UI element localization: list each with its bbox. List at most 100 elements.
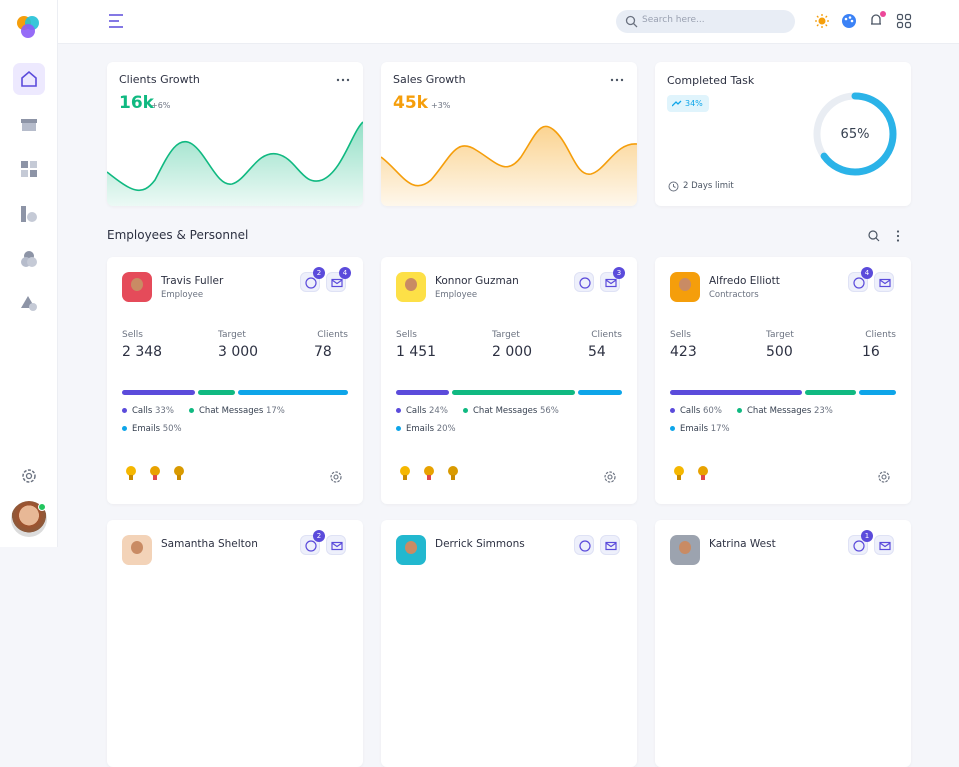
employee-avatar <box>670 535 700 565</box>
mail-button[interactable]: 3 <box>600 267 625 292</box>
nav-home[interactable] <box>13 63 45 95</box>
chat-badge: 2 <box>313 530 325 542</box>
employee-avatar <box>122 535 152 565</box>
clients-value: 16 <box>862 344 880 360</box>
chat-button[interactable] <box>574 535 594 555</box>
breakdown-legend: Calls 24% <box>396 406 448 416</box>
mail-badge: 4 <box>339 267 351 279</box>
target-label: Target <box>766 330 794 340</box>
nav-shapes[interactable] <box>20 294 38 312</box>
employee-role: Employee <box>161 290 204 300</box>
chat-button[interactable] <box>574 272 594 292</box>
mail-button[interactable] <box>600 535 620 555</box>
employee-name: Alfredo Elliott <box>709 275 780 287</box>
task-donut: 65% <box>813 92 897 176</box>
breakdown-bar <box>805 390 856 395</box>
page: Search here... Clients Growth 16k +6% Sa… <box>11 0 959 565</box>
card-settings[interactable] <box>877 470 891 484</box>
breakdown-value: 56% <box>539 406 559 416</box>
breakdown-value: 24% <box>429 406 448 416</box>
award-icon <box>674 466 684 480</box>
breakdown-value: 50% <box>162 424 182 434</box>
employee-avatar <box>670 272 700 302</box>
card-settings[interactable] <box>603 470 617 484</box>
card-settings[interactable] <box>329 470 343 484</box>
stat-menu[interactable] <box>610 78 624 82</box>
section-actions[interactable] <box>867 229 907 243</box>
section-title: Employees & Personnel <box>107 228 249 242</box>
breakdown-legend: Emails 50% <box>122 424 182 434</box>
topbar: Search here... <box>58 0 959 44</box>
task-limit: 2 Days limit <box>683 181 734 191</box>
chat-button[interactable]: 2 <box>300 530 325 555</box>
breakdown-value: 33% <box>155 406 174 416</box>
palette[interactable] <box>841 13 857 29</box>
mail-badge: 3 <box>613 267 625 279</box>
menu-toggle[interactable] <box>108 13 126 29</box>
nav-tools[interactable] <box>20 205 38 223</box>
nav-settings[interactable] <box>20 467 38 485</box>
stat-card: Sales Growth 45k +3% <box>381 62 637 206</box>
employee-avatar <box>396 272 426 302</box>
employee-avatar <box>122 272 152 302</box>
stat-title: Clients Growth <box>119 73 200 86</box>
breakdown-bar <box>122 390 195 395</box>
employee-name: Samantha Shelton <box>161 538 258 550</box>
stat-card: Clients Growth 16k +6% <box>107 62 363 206</box>
clients-value: 54 <box>588 344 606 360</box>
mail-button[interactable] <box>326 535 346 555</box>
nav-gift[interactable] <box>20 115 38 133</box>
mail-button[interactable] <box>874 272 894 292</box>
sells-value: 2 348 <box>122 344 163 360</box>
stat-value: 16k <box>119 93 154 113</box>
target-value: 2 000 <box>492 344 533 360</box>
breakdown-name: Calls <box>132 406 153 416</box>
chat-badge: 1 <box>861 530 873 542</box>
breakdown-value: 23% <box>813 406 833 416</box>
notifications[interactable] <box>868 11 886 29</box>
logo <box>17 16 39 38</box>
breakdown-name: Chat Messages <box>747 406 812 416</box>
target-label: Target <box>218 330 246 340</box>
task-card: Completed Task 34% 65% 2 Days limit <box>655 62 911 206</box>
chat-button[interactable]: 2 <box>300 267 325 292</box>
sells-value: 1 451 <box>396 344 437 360</box>
clock-icon <box>668 181 679 192</box>
employee-card: Samantha Shelton 2 <box>107 520 363 767</box>
employee-card: Konnor Guzman Employee 3 Sells Target Cli… <box>381 257 637 504</box>
chat-button[interactable]: 4 <box>848 267 873 292</box>
chat-badge: 4 <box>861 267 873 279</box>
employee-name: Konnor Guzman <box>435 275 519 287</box>
breakdown-name: Calls <box>406 406 427 416</box>
employee-card: Katrina West 1 <box>655 520 911 767</box>
clients-value: 78 <box>314 344 332 360</box>
breakdown-value: 17% <box>265 406 285 416</box>
breakdown-value: 17% <box>710 424 730 434</box>
award-icon <box>448 466 458 480</box>
breakdown-legend: Chat Messages 23% <box>737 406 833 416</box>
task-trend: 34% <box>667 95 709 112</box>
apps-grid[interactable] <box>896 13 912 29</box>
breakdown-legend: Emails 20% <box>396 424 456 434</box>
nav-apps[interactable] <box>20 160 38 178</box>
theme-toggle[interactable] <box>814 13 830 29</box>
search-box[interactable]: Search here... <box>616 10 795 33</box>
nav-groups[interactable] <box>20 250 38 268</box>
target-label: Target <box>492 330 520 340</box>
breakdown-bar <box>670 390 802 395</box>
breakdown-name: Chat Messages <box>473 406 538 416</box>
mail-button[interactable]: 4 <box>326 267 351 292</box>
breakdown-value: 20% <box>436 424 456 434</box>
stat-menu[interactable] <box>336 78 350 82</box>
breakdown-name: Emails <box>680 424 709 434</box>
breakdown-name: Emails <box>406 424 435 434</box>
breakdown-bar <box>578 390 622 395</box>
mail-button[interactable] <box>874 535 894 555</box>
breakdown-legend: Emails 17% <box>670 424 730 434</box>
chat-button[interactable]: 1 <box>848 530 873 555</box>
employee-card: Derrick Simmons <box>381 520 637 767</box>
breakdown-value: 60% <box>703 406 722 416</box>
breakdown-bar <box>451 390 575 395</box>
stat-value: 45k <box>393 93 428 113</box>
award-icon <box>126 466 136 480</box>
